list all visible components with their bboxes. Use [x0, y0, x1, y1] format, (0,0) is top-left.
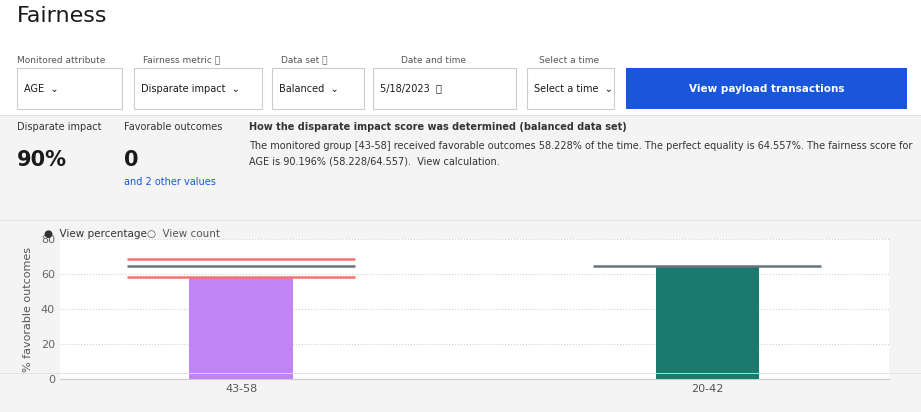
Text: How the disparate impact score was determined (balanced data set): How the disparate impact score was deter… [249, 122, 626, 131]
Text: Balanced  ⌄: Balanced ⌄ [279, 84, 339, 94]
Text: The monitored group [43-58] received favorable outcomes 58.228% of the time. The: The monitored group [43-58] received fav… [249, 141, 912, 166]
Text: Select a time  ⌄: Select a time ⌄ [534, 84, 613, 94]
Text: Fairness metric ⓘ: Fairness metric ⓘ [143, 56, 220, 65]
Text: Date and time: Date and time [401, 56, 466, 65]
Bar [190, 277, 293, 379]
Text: AGE  ⌄: AGE ⌄ [24, 84, 58, 94]
Text: and 2 other values: and 2 other values [124, 177, 216, 187]
Bar [656, 266, 759, 379]
Y-axis label: % favorable outcomes: % favorable outcomes [22, 246, 32, 372]
Text: 90%: 90% [17, 150, 66, 171]
Text: 0: 0 [124, 150, 139, 171]
Text: Select a time: Select a time [539, 56, 599, 65]
Text: Disparate impact: Disparate impact [17, 122, 101, 131]
Text: ○  View count: ○ View count [147, 229, 220, 239]
Text: Data set ⓘ: Data set ⓘ [281, 56, 327, 65]
Text: View payload transactions: View payload transactions [689, 84, 845, 94]
Text: 5/18/2023  ⎕: 5/18/2023 ⎕ [380, 84, 442, 94]
Text: Fairness: Fairness [17, 6, 107, 26]
Text: Favorable outcomes: Favorable outcomes [124, 122, 223, 131]
Text: Monitored attribute: Monitored attribute [17, 56, 105, 65]
Text: ●  View percentage: ● View percentage [44, 229, 147, 239]
Text: Disparate impact  ⌄: Disparate impact ⌄ [141, 84, 239, 94]
